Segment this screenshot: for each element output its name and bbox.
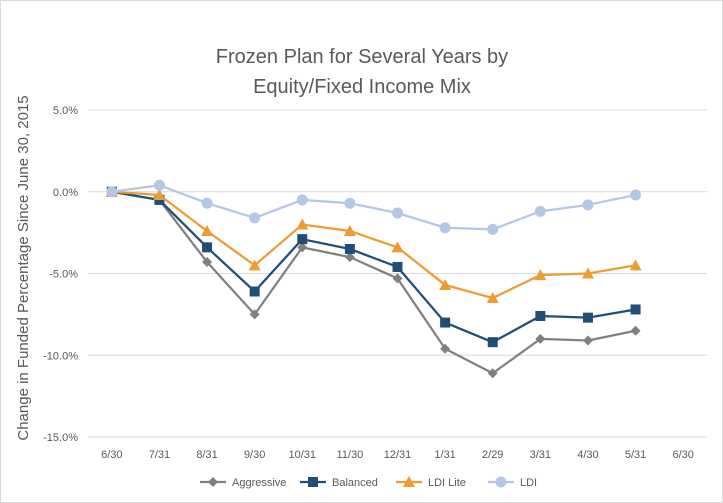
x-tick-label: 3/31 xyxy=(530,449,551,461)
x-tick-label: 12/31 xyxy=(384,449,412,461)
data-point-aggressive xyxy=(535,333,546,344)
data-point-balanced xyxy=(297,234,308,245)
data-point-ldi-lite xyxy=(486,292,499,304)
data-point-ldi-lite xyxy=(439,278,452,290)
data-point-ldi-lite xyxy=(581,267,594,279)
x-tick-label: 1/31 xyxy=(434,449,455,461)
data-point-ldi xyxy=(344,197,356,209)
y-axis-label: Change in Funded Percentage Since June 3… xyxy=(15,95,32,440)
data-point-aggressive xyxy=(202,257,213,268)
series-line-ldi xyxy=(111,184,636,231)
x-tick-label: 6/30 xyxy=(101,449,122,461)
data-point-ldi xyxy=(249,212,261,224)
data-point-ldi-lite xyxy=(153,189,166,201)
y-axis-ticks: 5.0% 0.0% -5.0% -10.0% -15.0% xyxy=(43,105,78,444)
data-point-balanced xyxy=(487,337,498,348)
series-ldi xyxy=(106,179,642,235)
x-tick-label: 11/30 xyxy=(337,449,364,461)
y-tick-label: -5.0% xyxy=(49,269,78,281)
data-point-balanced xyxy=(202,242,213,253)
data-point-ldi xyxy=(106,186,118,198)
x-axis-ticks: 6/30 7/31 8/31 9/30 10/31 11/30 12/31 1/31 2/29 3… xyxy=(101,449,694,461)
x-tick-label: 9/30 xyxy=(244,449,265,461)
data-point-ldi-lite xyxy=(201,224,214,236)
data-point-aggressive xyxy=(440,343,451,354)
legend-label-ldi: LDI xyxy=(520,477,537,489)
legend-item-ldi-lite: LDI Lite xyxy=(396,476,466,489)
data-point-ldi-lite xyxy=(343,224,356,236)
chart-title-line-2: Equity/Fixed Income Mix xyxy=(253,76,471,98)
data-point-ldi-lite xyxy=(391,241,404,253)
x-tick-label: 4/30 xyxy=(577,449,598,461)
legend-marker-aggressive xyxy=(208,477,218,487)
data-point-aggressive xyxy=(487,368,498,379)
legend: Aggressive Balanced LDI Lite LDI xyxy=(200,476,537,489)
legend-item-ldi: LDI xyxy=(488,476,537,489)
series-layer xyxy=(105,179,642,379)
data-point-ldi xyxy=(582,199,594,211)
y-tick-label: 0.0% xyxy=(53,187,78,199)
data-point-balanced xyxy=(249,286,260,297)
legend-marker-balanced xyxy=(308,477,318,487)
legend-marker-ldi-lite xyxy=(403,476,415,487)
x-tick-label: 6/30 xyxy=(672,449,693,461)
data-point-balanced xyxy=(582,312,593,323)
legend-label-ldi-lite: LDI Lite xyxy=(428,477,466,489)
series-ldi-lite xyxy=(105,185,642,304)
data-point-balanced xyxy=(440,317,451,328)
y-tick-label: -10.0% xyxy=(43,350,78,362)
legend-label-aggressive: Aggressive xyxy=(232,477,286,489)
data-point-ldi-lite xyxy=(296,218,309,230)
y-tick-label: -15.0% xyxy=(43,432,78,444)
legend-item-balanced: Balanced xyxy=(300,477,378,489)
data-point-ldi xyxy=(487,223,499,235)
data-point-aggressive xyxy=(630,325,641,336)
data-point-aggressive xyxy=(582,335,593,346)
data-point-balanced xyxy=(535,311,546,322)
data-point-ldi-lite xyxy=(248,259,261,271)
legend-marker-ldi xyxy=(495,476,507,488)
legend-item-aggressive: Aggressive xyxy=(200,477,286,489)
x-tick-label: 8/31 xyxy=(196,449,217,461)
data-point-balanced xyxy=(344,243,355,254)
data-point-ldi xyxy=(630,189,642,201)
series-line-aggressive xyxy=(111,190,636,375)
gridlines xyxy=(88,109,707,438)
data-point-aggressive xyxy=(249,309,260,320)
y-tick-label: 5.0% xyxy=(53,105,78,117)
data-point-ldi xyxy=(201,197,213,209)
data-point-ldi xyxy=(296,194,308,206)
series-balanced xyxy=(106,186,641,348)
data-point-aggressive xyxy=(297,242,308,253)
x-tick-label: 10/31 xyxy=(289,449,317,461)
data-point-ldi-lite xyxy=(629,259,642,271)
data-point-ldi xyxy=(153,179,165,191)
series-line-ldi-lite xyxy=(111,190,636,300)
data-point-ldi-lite xyxy=(534,269,547,281)
x-tick-label: 5/31 xyxy=(625,449,646,461)
data-point-balanced xyxy=(630,304,641,315)
data-point-ldi xyxy=(439,222,451,234)
legend-label-balanced: Balanced xyxy=(332,477,378,489)
data-point-ldi xyxy=(392,207,403,219)
data-point-aggressive xyxy=(344,252,355,263)
x-tick-label: 2/29 xyxy=(482,449,503,461)
series-line-balanced xyxy=(111,190,636,344)
chart-title-line-1: Frozen Plan for Several Years by xyxy=(216,46,508,68)
data-point-aggressive xyxy=(392,273,403,284)
data-point-ldi xyxy=(534,205,546,217)
x-tick-label: 7/31 xyxy=(149,449,170,461)
data-point-balanced xyxy=(392,261,403,272)
